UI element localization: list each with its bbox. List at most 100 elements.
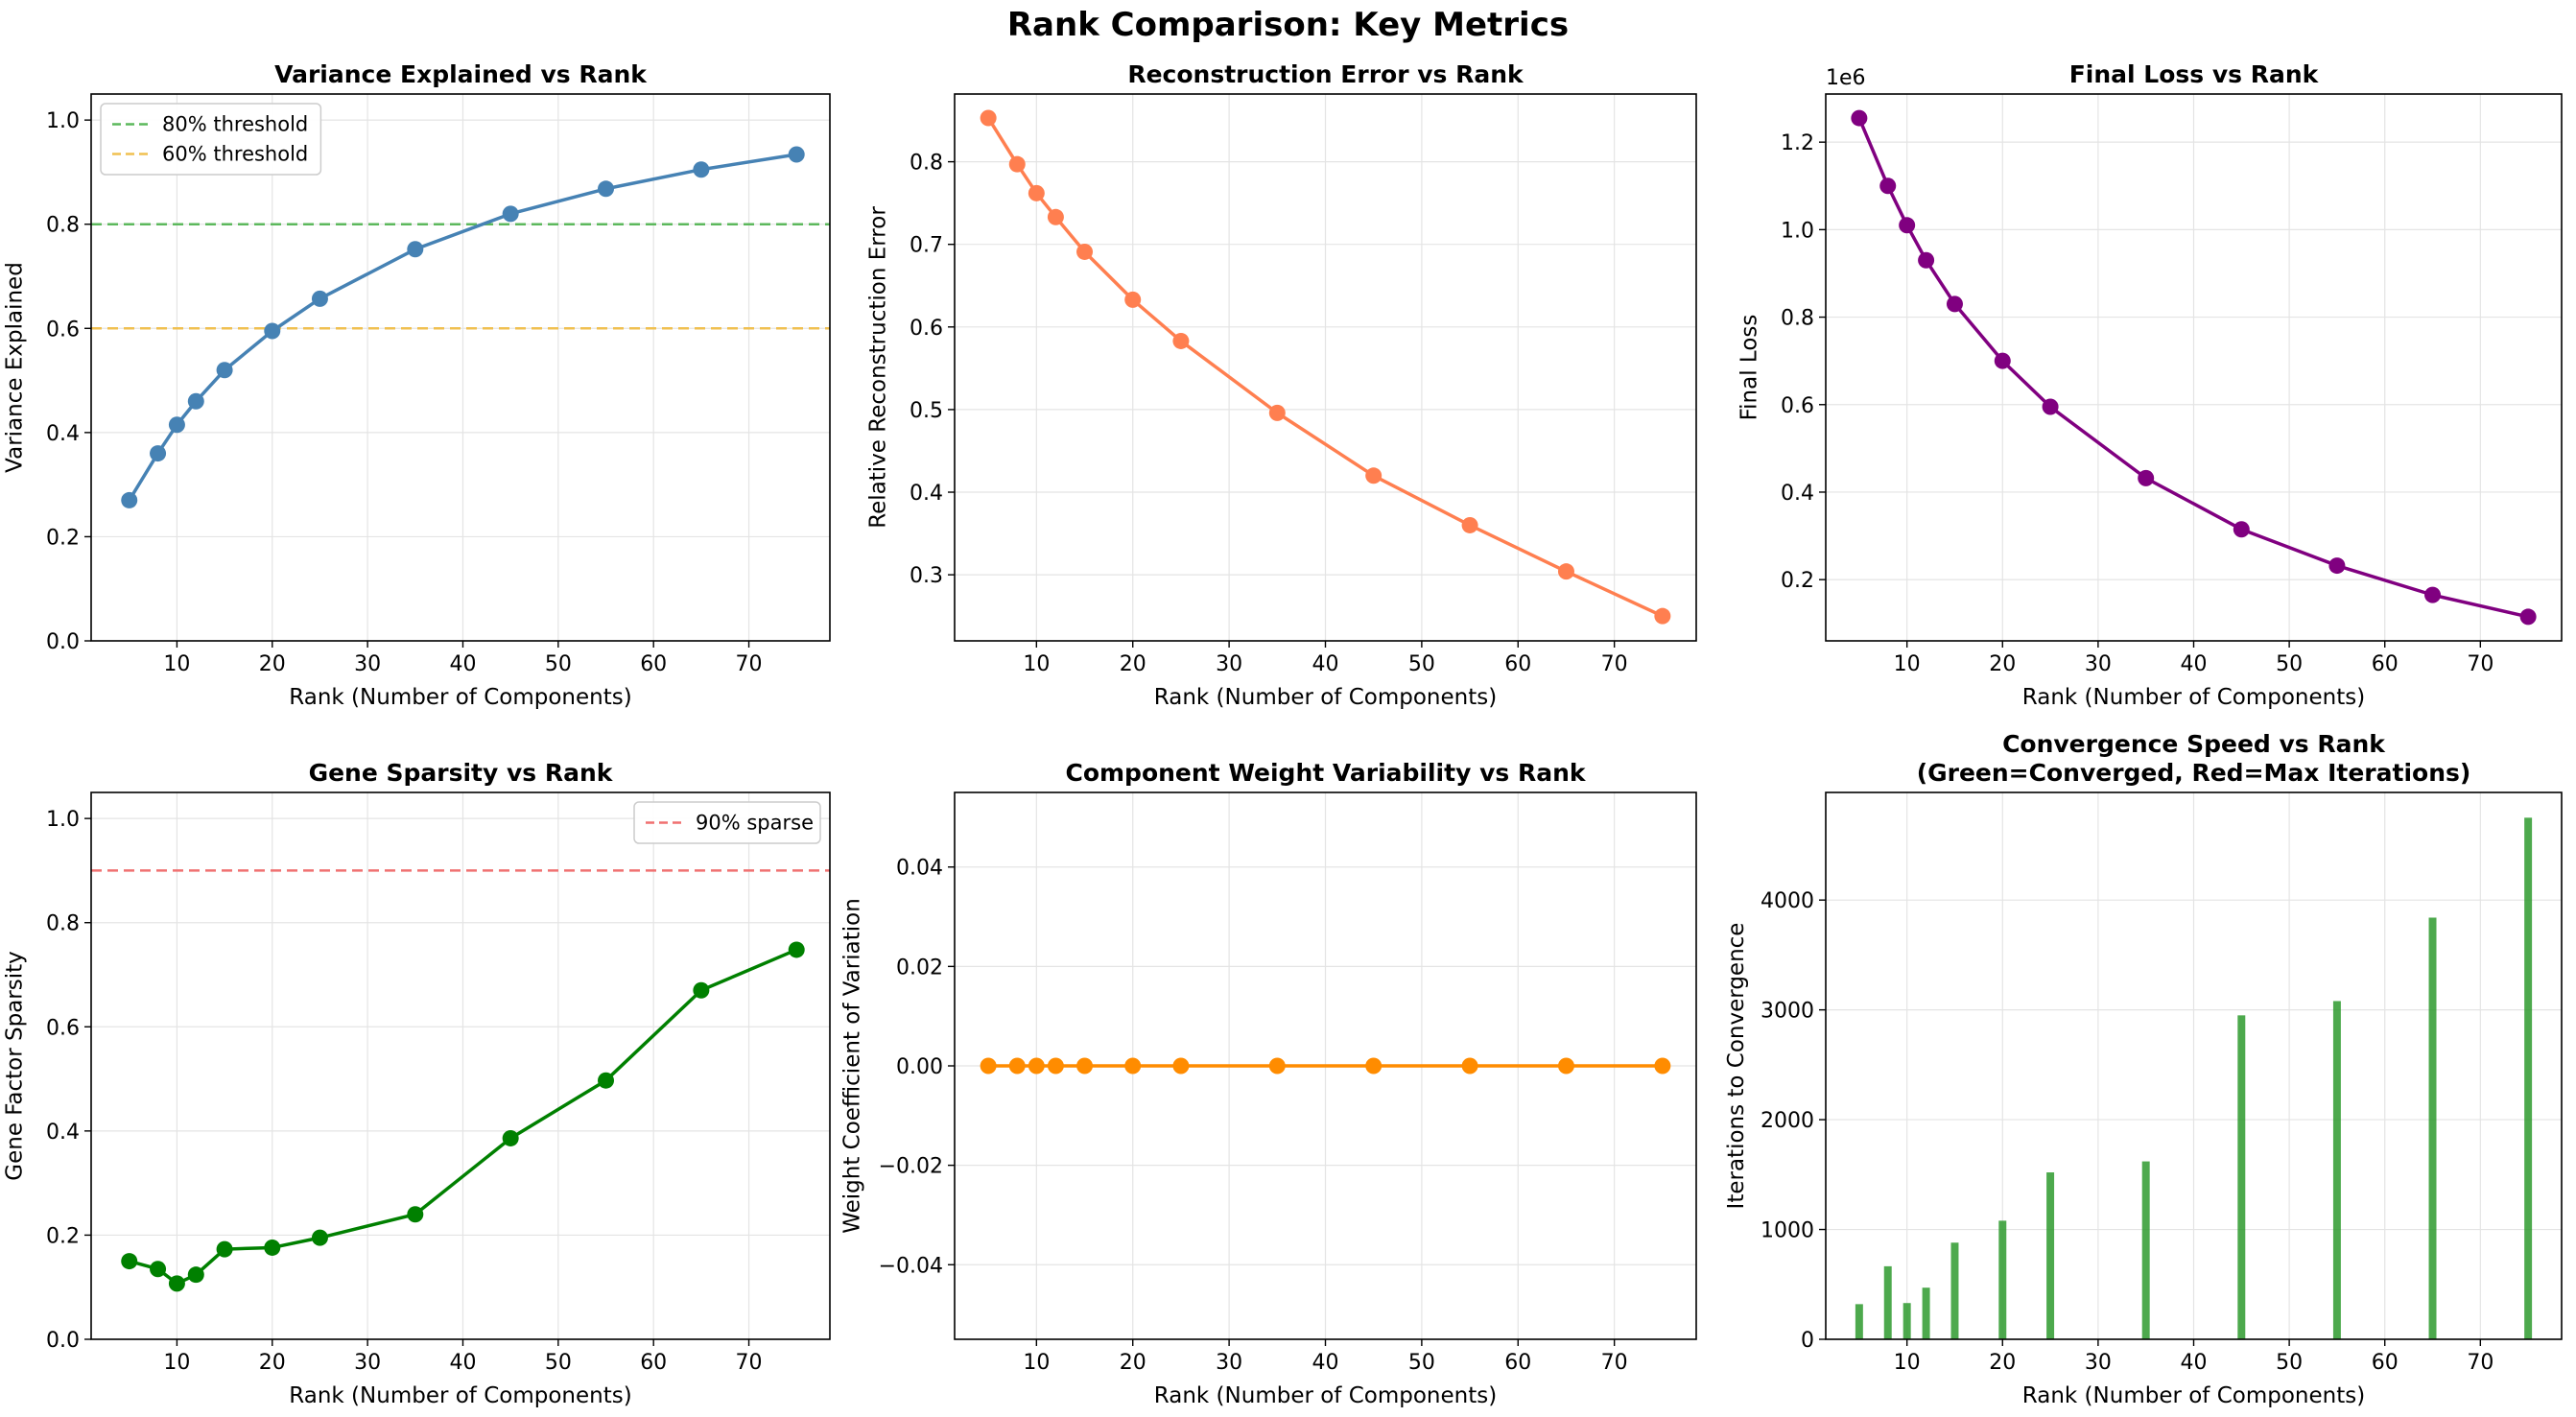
x-tick-label: 20 — [259, 652, 286, 676]
x-tick-label: 70 — [736, 652, 763, 676]
data-point — [1899, 217, 1916, 234]
x-tick-label: 20 — [1120, 652, 1146, 676]
x-axis-label: Rank (Number of Components) — [289, 685, 631, 710]
subplot-convergence: 10 20 30 40 50 60 70 0 1000 2000 3000 4000 Rank (Num… — [1724, 730, 2563, 1408]
data-point — [1076, 1057, 1094, 1075]
y-tick-label: 0.8 — [46, 214, 80, 238]
x-tick-label: 60 — [2372, 652, 2399, 676]
x-tick-label: 20 — [1989, 652, 2016, 676]
legend-label: 90% sparse — [696, 812, 814, 835]
x-tick-label: 50 — [2276, 652, 2303, 676]
data-point — [168, 416, 185, 434]
x-axis-label: Rank (Number of Components) — [2022, 685, 2365, 710]
y-tick-label: 0.8 — [1781, 307, 1814, 331]
legend: 80% threshold 60% threshold — [100, 103, 322, 176]
bar — [1922, 1287, 1930, 1339]
x-tick-label: 40 — [1312, 652, 1339, 676]
y-tick-label: 0.3 — [910, 564, 943, 588]
data-point — [1654, 607, 1671, 625]
data-point — [150, 1261, 167, 1278]
data-point — [2233, 521, 2250, 538]
axes-frame — [90, 93, 831, 642]
y-tick-label: 0.4 — [46, 1121, 80, 1145]
data-point — [168, 1275, 185, 1292]
x-tick-label: 40 — [2181, 652, 2208, 676]
data-point — [1654, 1057, 1671, 1075]
y-tick-label: 0.8 — [46, 912, 80, 936]
y-tick-label: 0.4 — [1781, 482, 1814, 506]
y-tick-label: −0.02 — [879, 1155, 943, 1179]
y-axis-label: Relative Reconstruction Error — [866, 206, 891, 529]
x-axis-label: Rank (Number of Components) — [1154, 1383, 1497, 1408]
x-axis-label: Rank (Number of Components) — [2022, 1383, 2365, 1408]
x-tick-label: 10 — [163, 1351, 190, 1375]
subplot-title: Component Weight Variability vs Rank — [1065, 759, 1586, 787]
subplot-loss: 10 20 30 40 50 60 70 0.2 0.4 0.6 0.8 1.0 1.2 1e6 Rank … — [1737, 60, 2563, 710]
data-point — [1047, 1057, 1064, 1075]
x-tick-label: 70 — [2467, 652, 2493, 676]
data-point — [1076, 243, 1094, 260]
y-tick-label: 0 — [1801, 1329, 1814, 1353]
y-tick-label: 0.2 — [46, 526, 80, 550]
subplot-title: Gene Sparsity vs Rank — [309, 759, 614, 787]
x-tick-label: 20 — [259, 1351, 286, 1375]
data-point — [121, 1253, 138, 1270]
x-tick-label: 50 — [1408, 1351, 1435, 1375]
data-point — [502, 1129, 519, 1146]
data-point — [1365, 1057, 1383, 1075]
y-tick-label: 0.2 — [1781, 569, 1814, 593]
data-point — [1994, 352, 2011, 369]
data-point — [216, 1240, 233, 1258]
data-point — [187, 1266, 204, 1284]
y-tick-label: 0.6 — [46, 1016, 80, 1040]
y-tick-label: 0.6 — [46, 318, 80, 342]
y-tick-label: 0.4 — [46, 422, 80, 446]
x-tick-label: 10 — [1023, 652, 1050, 676]
x-tick-label: 20 — [1989, 1351, 2016, 1375]
bar — [2141, 1161, 2150, 1339]
x-tick-label: 70 — [1601, 652, 1628, 676]
data-point — [693, 981, 710, 999]
x-tick-label: 10 — [163, 652, 190, 676]
data-point — [1268, 404, 1286, 421]
bar — [1998, 1220, 2007, 1339]
subplot-title: (Green=Converged, Red=Max Iterations) — [1917, 759, 2471, 787]
data-point — [1172, 332, 1190, 349]
x-tick-label: 30 — [1216, 652, 1242, 676]
data-point — [1172, 1057, 1190, 1075]
legend-label: 60% threshold — [162, 143, 308, 166]
figure-title: Rank Comparison: Key Metrics — [1006, 6, 1570, 44]
x-tick-label: 60 — [640, 1351, 667, 1375]
data-point — [2519, 608, 2537, 626]
axis-offset-text: 1e6 — [1826, 66, 1866, 90]
y-tick-label: 0.8 — [910, 152, 943, 176]
y-tick-label: 0.6 — [910, 317, 943, 341]
data-point — [980, 1057, 997, 1075]
y-tick-label: 0.0 — [46, 630, 80, 654]
data-point — [502, 205, 519, 223]
x-axis-label: Rank (Number of Components) — [289, 1383, 631, 1408]
data-point — [1028, 1057, 1045, 1075]
y-axis-label: Variance Explained — [3, 262, 28, 473]
data-point — [187, 392, 204, 410]
x-tick-label: 10 — [1894, 1351, 1921, 1375]
x-tick-label: 50 — [2276, 1351, 2303, 1375]
x-tick-label: 30 — [1216, 1351, 1242, 1375]
x-tick-label: 40 — [1312, 1351, 1339, 1375]
data-point — [1461, 516, 1478, 533]
bar — [1902, 1303, 1911, 1339]
y-axis-label: Weight Coefficient of Variation — [840, 898, 865, 1234]
subplot-title: Final Loss vs Rank — [2069, 60, 2320, 88]
data-point — [2424, 586, 2442, 603]
data-point — [1365, 467, 1383, 484]
x-tick-label: 20 — [1120, 1351, 1146, 1375]
y-tick-label: 0.4 — [910, 482, 943, 506]
x-axis-label: Rank (Number of Components) — [1154, 685, 1497, 710]
subplot-recon: 10 20 30 40 50 60 70 0.3 0.4 0.5 0.6 0.7 0.8 Rank (Nu… — [866, 60, 1697, 710]
data-point — [1851, 109, 1868, 127]
y-tick-label: 2000 — [1761, 1109, 1814, 1133]
data-point — [1946, 295, 1963, 313]
x-tick-label: 40 — [449, 652, 476, 676]
data-point — [1124, 291, 1142, 308]
